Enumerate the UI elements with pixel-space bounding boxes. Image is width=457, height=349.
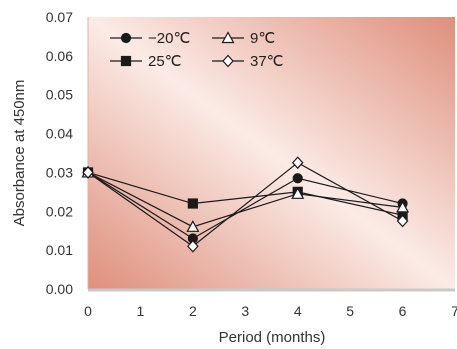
legend: −20℃ 25℃ 9℃ 37℃ xyxy=(110,30,284,70)
data-point xyxy=(82,166,94,179)
series-line xyxy=(87,171,403,216)
legend-marker xyxy=(120,55,132,67)
legend-entry: −20℃ xyxy=(110,30,190,47)
legend-marker xyxy=(120,32,132,44)
data-point xyxy=(187,239,199,253)
y-tick-label: 0.05 xyxy=(46,87,73,103)
y-tick-labels: 0.00 0.01 0.02 0.03 0.04 0.05 0.06 0.07 xyxy=(46,9,73,297)
y-tick-label: 0.01 xyxy=(46,242,73,258)
legend-label: −20℃ xyxy=(148,30,190,47)
legend-marker xyxy=(221,31,235,44)
y-tick-label: 0.03 xyxy=(46,164,73,180)
x-axis-title: Period (months) xyxy=(219,329,326,346)
y-tick-label: 0.06 xyxy=(46,48,73,64)
plot-background xyxy=(88,17,455,289)
data-point xyxy=(291,156,304,170)
series-line xyxy=(87,171,403,240)
x-tick-label: 2 xyxy=(189,303,197,319)
data-point xyxy=(291,187,305,199)
legend-marker xyxy=(222,54,234,68)
legend-entry: 37℃ xyxy=(212,53,284,70)
data-point xyxy=(187,198,198,209)
y-tick-label: 0.02 xyxy=(46,203,73,219)
x-tick-label: 4 xyxy=(294,303,302,319)
data-point xyxy=(186,220,200,232)
x-tick-label: 5 xyxy=(346,303,354,319)
legend-label: 9℃ xyxy=(250,30,275,47)
legend-entry: 9℃ xyxy=(212,30,275,47)
y-tick-label: 0.04 xyxy=(46,126,73,142)
series-lines xyxy=(87,161,403,248)
y-tick-label: 0.07 xyxy=(46,9,73,25)
x-tick-label: 1 xyxy=(137,303,145,319)
x-tick-label: 3 xyxy=(241,303,249,319)
y-tick-label: 0.00 xyxy=(46,281,73,297)
data-point xyxy=(396,214,409,228)
x-tick-label: 6 xyxy=(399,303,407,319)
series-markers xyxy=(81,156,410,253)
x-tick-labels: 0 1 2 3 4 5 6 7 xyxy=(84,303,457,319)
series-line xyxy=(87,161,403,248)
axes xyxy=(87,17,455,292)
legend-label: 37℃ xyxy=(250,53,284,70)
legend-label: 25℃ xyxy=(148,53,182,70)
y-axis-title: Absorbance at 450nm xyxy=(11,80,28,227)
series-line xyxy=(87,171,403,228)
data-point xyxy=(396,200,410,213)
x-tick-label: 0 xyxy=(84,303,92,319)
x-tick-label: 7 xyxy=(451,303,457,319)
legend-entry: 25℃ xyxy=(110,53,182,70)
data-point xyxy=(292,173,303,184)
